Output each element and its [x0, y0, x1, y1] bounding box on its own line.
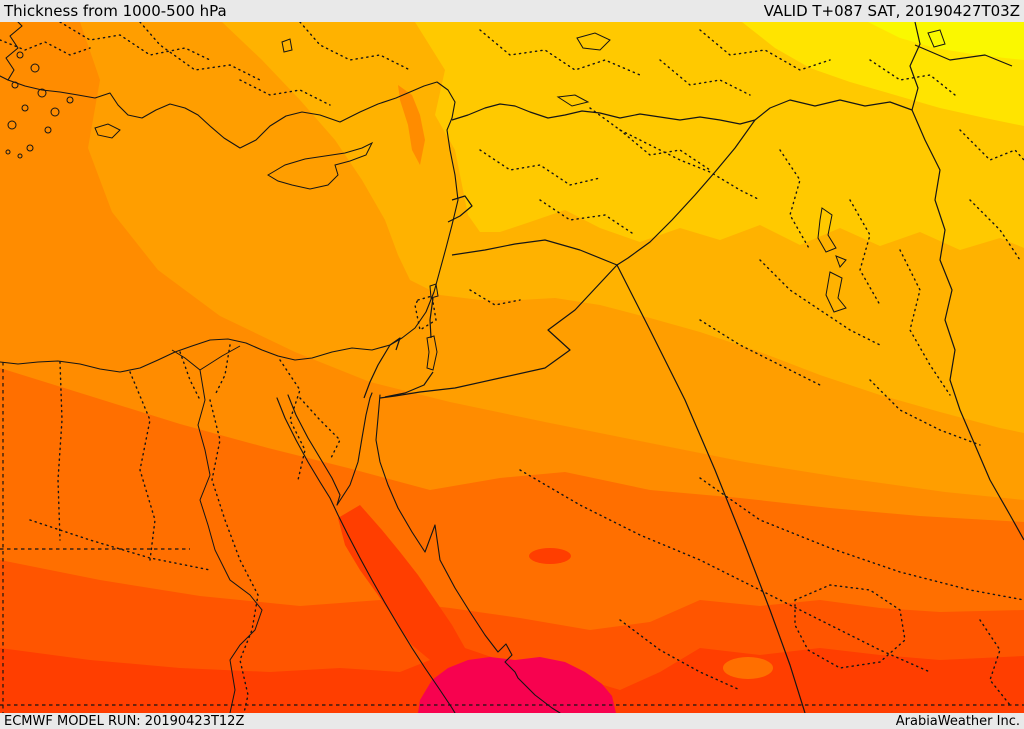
- weather-map: [0, 22, 1024, 713]
- coastal-orange-finger: [398, 85, 425, 165]
- saudi-admin-loop: [794, 584, 906, 669]
- aegean-islands: [5, 51, 121, 159]
- map-title: Thickness from 1000-500 hPa: [4, 2, 227, 20]
- israel-jordan-border: [384, 371, 434, 398]
- dead-sea: [426, 335, 438, 371]
- aras-border: [914, 44, 1013, 67]
- coastlines: [0, 22, 561, 713]
- lake-razzaza: [825, 271, 847, 313]
- gulf-of-aqaba-coast: [336, 392, 373, 506]
- jordan-river-line: [429, 297, 434, 339]
- red-sea-east-coast: [375, 394, 561, 713]
- lake-van: [576, 32, 611, 51]
- dashed-borders: [0, 362, 1024, 713]
- footer-bar: ECMWF MODEL RUN: 20190423T12Z ArabiaWeat…: [0, 713, 1024, 729]
- lakes: [171, 29, 946, 713]
- valid-time-label: VALID T+087 SAT, 20190427T03Z: [763, 2, 1020, 20]
- lake-urmia: [927, 29, 946, 48]
- thickness-bands: [0, 22, 1024, 713]
- thickness-band-red: [0, 505, 1024, 713]
- aegean-coastline: [5, 22, 23, 81]
- turkey-iran-border: [909, 22, 921, 111]
- syria-jordan-border: [451, 239, 618, 266]
- lake-tharthar: [817, 207, 837, 253]
- admin-boundaries: [0, 22, 1024, 713]
- sinai-west-coast: [287, 394, 341, 506]
- country-borders: [363, 22, 1024, 713]
- jordan-saudi-border: [379, 264, 618, 399]
- nile-delta-west-branch: [171, 349, 201, 371]
- light-patch-in-red: [723, 657, 773, 679]
- thickness-map-canvas: [0, 22, 1024, 713]
- turkey-syria-border: [451, 103, 756, 125]
- nile-delta-east-branch: [199, 345, 241, 371]
- west-bank-outline: [414, 295, 437, 332]
- iran-iraq-border: [911, 109, 1024, 541]
- lebanon-border: [447, 195, 473, 223]
- gulf-of-suez-coast: [276, 397, 456, 713]
- lake-assad: [556, 94, 590, 107]
- iraq-saudi-border: [616, 264, 806, 713]
- lake-habbaniyah: [835, 255, 847, 268]
- turkey-iraq-border: [754, 99, 913, 121]
- gaza-strip: [389, 337, 401, 351]
- israel-egypt-border: [363, 344, 391, 399]
- syria-iraq-border: [616, 119, 756, 266]
- mediterranean-coastline: [0, 75, 459, 373]
- thickness-band-bright-yellow: [868, 22, 1024, 60]
- provider-label: ArabiaWeather Inc.: [895, 713, 1020, 729]
- thickness-band-pink-core: [418, 657, 616, 713]
- cyprus-island: [267, 141, 374, 190]
- lake-tuz: [281, 38, 293, 53]
- model-run-label: ECMWF MODEL RUN: 20190423T12Z: [4, 713, 245, 729]
- nile-river: [197, 369, 263, 713]
- sea-of-galilee: [429, 283, 439, 299]
- small-red-patch: [529, 548, 571, 564]
- title-bar: Thickness from 1000-500 hPa VALID T+087 …: [0, 0, 1024, 22]
